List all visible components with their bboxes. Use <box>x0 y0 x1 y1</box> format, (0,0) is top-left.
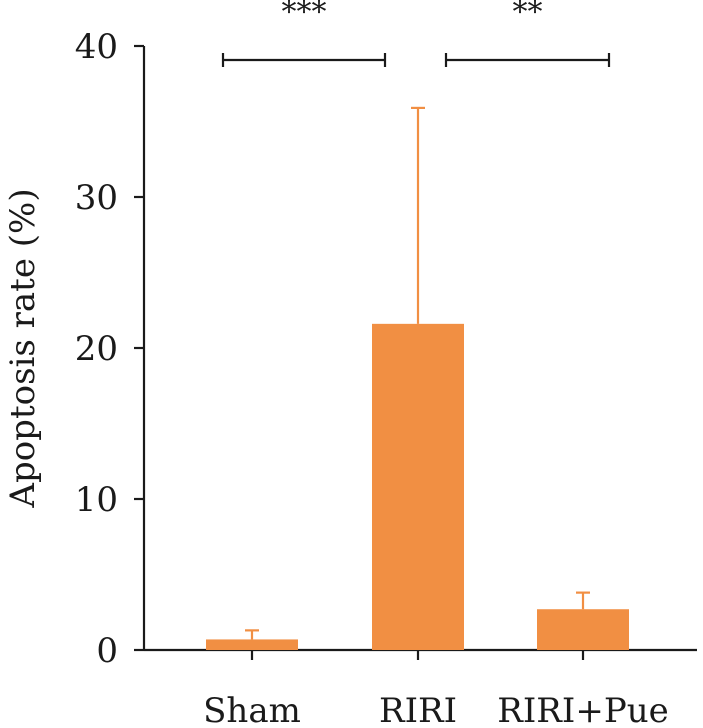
bar-riri-pue <box>537 609 629 650</box>
significance-group: *** ** <box>221 0 611 67</box>
y-tick-label: 40 <box>75 27 118 67</box>
bars-group <box>206 323 629 650</box>
significance-label: *** <box>282 0 327 30</box>
y-axis-label: Apoptosis rate (%) <box>3 188 43 508</box>
x-category-label: RIRI <box>379 691 457 728</box>
labels-group: 0 10 20 30 40 Sham RIRI RIRI+Pue <box>75 27 669 728</box>
y-tick-label: 10 <box>75 480 118 520</box>
y-tick-label: 20 <box>75 329 118 369</box>
y-tick-label: 0 <box>96 631 118 671</box>
significance-label: ** <box>513 0 543 30</box>
x-category-label: Sham <box>203 691 301 728</box>
bar-riri <box>372 323 464 650</box>
error-bars-group <box>245 106 590 640</box>
x-category-label: RIRI+Pue <box>497 691 668 728</box>
y-tick-label: 30 <box>75 178 118 218</box>
bar-sham <box>206 639 298 650</box>
